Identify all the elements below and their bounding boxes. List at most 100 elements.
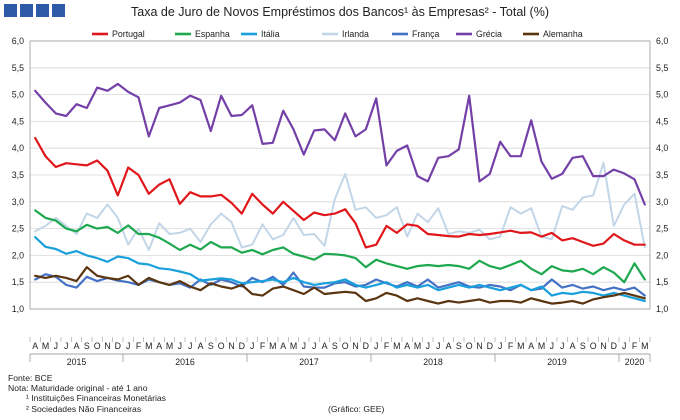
x-tick-label: A [198, 341, 204, 351]
x-tick-label: J [622, 341, 626, 351]
x-tick-label: D [115, 341, 121, 351]
x-tick-label: M [42, 341, 49, 351]
legend-label: Irlanda [342, 29, 369, 39]
x-tick-label: F [384, 341, 390, 351]
x-tick-label: N [228, 341, 234, 351]
y-tick-label-right: 1,0 [656, 304, 668, 314]
series-line-grécia [34, 82, 646, 206]
legend-label: Grécia [476, 29, 502, 39]
x-tick-label: S [456, 341, 462, 351]
x-tick-label: F [136, 341, 142, 351]
y-tick-label-right: 3,0 [656, 197, 668, 207]
x-tick-label: J [54, 341, 58, 351]
x-tick-label: S [84, 341, 90, 351]
source-note: Fonte: BCE [8, 373, 53, 383]
x-tick-label: A [32, 341, 38, 351]
x-tick-label: O [466, 341, 473, 351]
maturity-note: Nota: Maturidade original - até 1 ano [8, 383, 148, 394]
x-tick-label: M [269, 341, 276, 351]
year-label: 2016 [175, 357, 195, 367]
y-tick-label-right: 2,0 [656, 250, 668, 260]
footnote-2: ² Sociedades Não Financeiras [26, 403, 142, 414]
x-tick-label: F [508, 341, 514, 351]
series-line-irlanda [34, 161, 646, 251]
x-tick-label: J [498, 341, 502, 351]
series-line-itália [34, 236, 646, 303]
x-tick-label: M [517, 341, 524, 351]
x-tick-label: M [641, 341, 648, 351]
x-tick-label: J [550, 341, 554, 351]
x-tick-label: J [436, 341, 440, 351]
x-tick-label: N [600, 341, 606, 351]
x-tick-label: J [374, 341, 378, 351]
legend-label: Portugal [112, 29, 145, 39]
x-tick-label: A [446, 341, 452, 351]
x-tick-label: D [239, 341, 245, 351]
chart-footer: Fonte: BCE Nota: Maturidade original - a… [8, 373, 166, 414]
x-tick-label: O [218, 341, 225, 351]
x-tick-label: A [528, 341, 534, 351]
x-tick-label: N [352, 341, 358, 351]
y-tick-label-left: 5,0 [12, 90, 24, 100]
x-tick-label: O [94, 341, 101, 351]
x-tick-label: D [611, 341, 617, 351]
x-tick-label: A [570, 341, 576, 351]
x-tick-label: M [290, 341, 297, 351]
y-tick-label-left: 3,0 [12, 197, 24, 207]
legend-label: Itália [261, 29, 280, 39]
footnote-1: ¹ Instituições Financeiras Monetárias [26, 393, 166, 404]
y-tick-label-left: 3,5 [12, 170, 24, 180]
y-tick-label-right: 4,0 [656, 143, 668, 153]
x-tick-label: F [260, 341, 266, 351]
x-tick-label: A [74, 341, 80, 351]
y-tick-label-right: 1,5 [656, 277, 668, 287]
y-tick-label-left: 2,0 [12, 250, 24, 260]
x-tick-label: A [156, 341, 162, 351]
logo-square [52, 4, 65, 17]
x-tick-label: J [178, 341, 182, 351]
y-tick-label-right: 6,0 [656, 36, 668, 46]
x-tick-label: S [580, 341, 586, 351]
y-tick-label-right: 3,5 [656, 170, 668, 180]
y-tick-label-left: 4,0 [12, 143, 24, 153]
x-tick-label: J [312, 341, 316, 351]
legend-label: França [412, 29, 439, 39]
x-tick-label: O [590, 341, 597, 351]
x-tick-label: O [342, 341, 349, 351]
x-tick-label: J [188, 341, 192, 351]
legend-label: Alemanha [543, 29, 583, 39]
x-tick-label: J [560, 341, 564, 351]
x-tick-label: J [126, 341, 130, 351]
x-tick-label: M [414, 341, 421, 351]
logo-square [36, 4, 49, 17]
y-tick-label-left: 1,0 [12, 304, 24, 314]
x-tick-label: M [145, 341, 152, 351]
x-tick-label: M [166, 341, 173, 351]
y-tick-label-right: 4,5 [656, 116, 668, 126]
series-line-portugal [34, 136, 646, 249]
x-tick-label: J [250, 341, 254, 351]
line-chart: 1,0 1,0 1,5 1,5 2,0 2,0 2,5 2,5 3,0 3,0 3,5 3,5 4,0 4… [12, 29, 669, 367]
x-tick-label: M [538, 341, 545, 351]
year-label: 2020 [625, 357, 645, 367]
x-tick-label: J [302, 341, 306, 351]
logo [4, 4, 65, 17]
x-tick-label: S [332, 341, 338, 351]
series-line-espanha [34, 209, 646, 284]
chart-credit: (Gráfico: GEE) [328, 404, 385, 414]
y-tick-label-right: 5,0 [656, 90, 668, 100]
y-tick-label-right: 2,5 [656, 224, 668, 234]
year-label: 2019 [547, 357, 567, 367]
x-tick-label: F [632, 341, 638, 351]
x-tick-label: D [363, 341, 369, 351]
plot-frame [29, 40, 651, 310]
x-tick-label: M [393, 341, 400, 351]
y-tick-label-left: 5,5 [12, 63, 24, 73]
x-tick-label: N [476, 341, 482, 351]
logo-square [20, 4, 33, 17]
year-label: 2018 [423, 357, 443, 367]
year-label: 2015 [67, 357, 87, 367]
x-tick-label: J [426, 341, 430, 351]
y-tick-label-left: 1,5 [12, 277, 24, 287]
series-line-alemanha [34, 266, 646, 305]
